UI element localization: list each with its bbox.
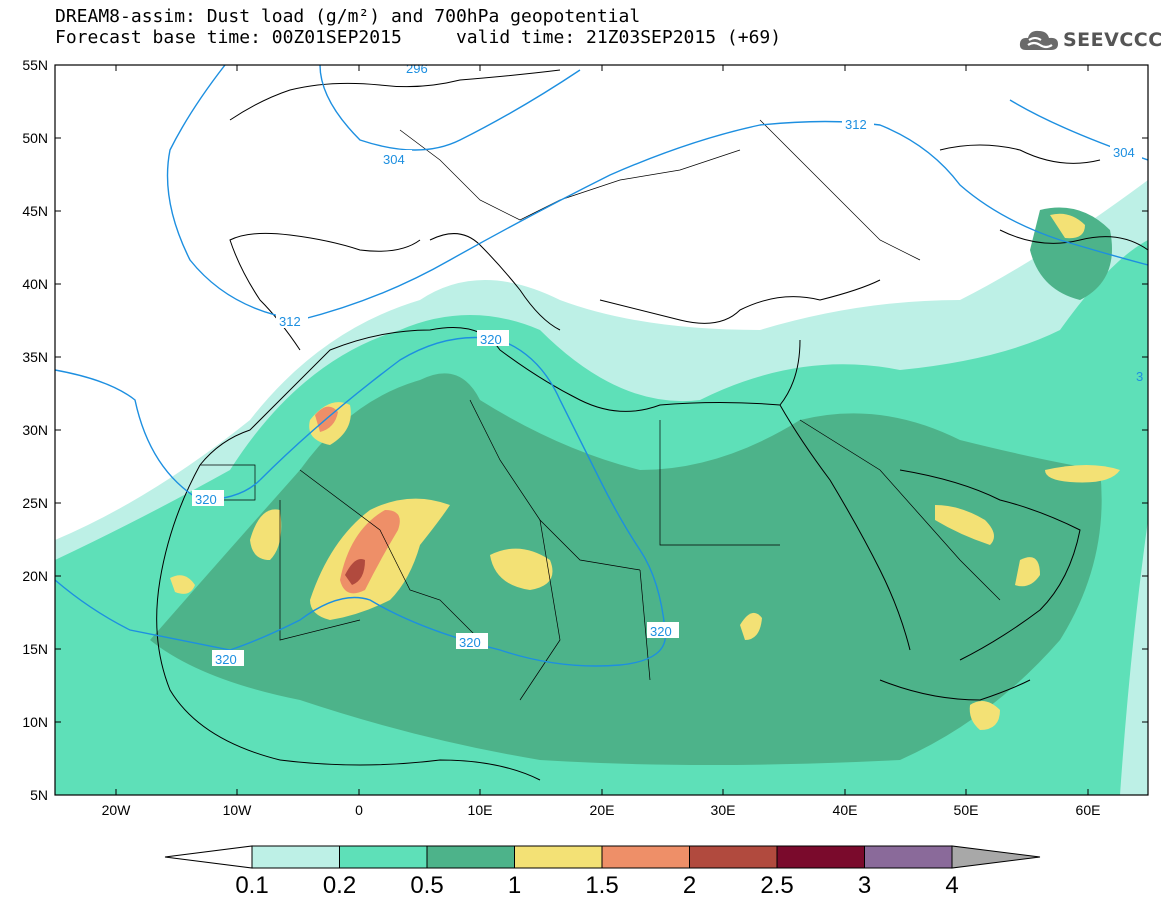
colorbar-right-triangle [951,845,1041,869]
map-plot-area: 296 304 312 312 304 320 320 320 320 320 … [55,61,1148,795]
valid-time: valid time: 21Z03SEP2015 (+69) [455,27,782,48]
colorbar-label: 2.5 [760,872,793,899]
colorbar-label: 0.1 [235,872,268,899]
contour-label: 312 [845,117,867,132]
lon-label: 50E [954,802,979,818]
colorbar-cell [776,845,865,869]
contour-label: 320 [480,332,502,347]
country-borders [200,119,1001,701]
lat-label: 25N [22,495,48,511]
colorbar-label: 4 [945,872,958,899]
coastlines [156,69,1148,781]
colorbar-label: 1 [508,872,521,899]
contour-label: 304 [1113,145,1135,160]
contour-label: 320 [650,624,672,639]
lat-label: 15N [22,641,48,657]
colorbar-cell [601,845,690,869]
seevccc-logo: SEEVCCC [1018,26,1163,54]
colorbar-cell [689,845,778,869]
lon-label: 10W [223,802,253,818]
colorbar-label: 3 [858,872,871,899]
colorbar-cell [339,845,428,869]
lon-axis [115,65,1089,795]
lon-label: 20E [590,802,615,818]
colorbar-cell [514,845,603,869]
lon-label: 60E [1076,802,1101,818]
contour-label: 320 [215,652,237,667]
forecast-base-time: Forecast base time: 00Z01SEP2015 [55,27,402,48]
contour-label: 296 [406,61,428,76]
lon-labels: 20W 10W 0 10E 20E 30E 40E 50E 60E [102,802,1101,818]
lon-label: 30E [711,802,736,818]
contour-label: 304 [383,152,405,167]
logo-text: SEEVCCC [1063,29,1163,51]
contour-label: 320 [459,635,481,650]
lon-label: 0 [355,802,363,818]
chart-header: DREAM8-assim: Dust load (g/m²) and 700hP… [55,6,781,48]
contour-label: 3 [1136,369,1143,384]
contour-labels: 296 304 312 312 304 320 320 320 320 320 … [192,61,1143,667]
lat-label: 30N [22,422,48,438]
dust-load-shading [55,180,1148,795]
contour-label: 320 [195,492,217,507]
contour-label: 312 [279,314,301,329]
colorbar-cell [864,845,953,869]
lon-label: 10E [468,802,493,818]
lon-label: 40E [833,802,858,818]
lat-label: 5N [30,787,48,803]
colorbar-label: 1.5 [585,872,618,899]
lat-label: 50N [22,130,48,146]
lat-label: 20N [22,568,48,584]
lat-label: 35N [22,349,48,365]
colorbar-label: 2 [683,872,696,899]
colorbar-label: 0.5 [410,872,443,899]
lat-label: 10N [22,714,48,730]
lat-axis [55,64,1148,723]
title-line: DREAM8-assim: Dust load (g/m²) and 700hP… [55,6,641,27]
colorbar: 0.1 0.2 0.5 1 1.5 2 2.5 3 4 [164,845,1041,899]
colorbar-left-triangle [164,845,253,869]
lat-label: 45N [22,203,48,219]
lat-label: 40N [22,276,48,292]
lon-label: 20W [102,802,132,818]
lat-label: 55N [22,57,48,73]
colorbar-cell [251,845,340,869]
lat-labels: 55N 50N 45N 40N 35N 30N 25N 20N 15N 10N … [22,57,48,803]
colorbar-label: 0.2 [323,872,356,899]
cloud-icon [1019,30,1058,50]
colorbar-cell [426,845,515,869]
